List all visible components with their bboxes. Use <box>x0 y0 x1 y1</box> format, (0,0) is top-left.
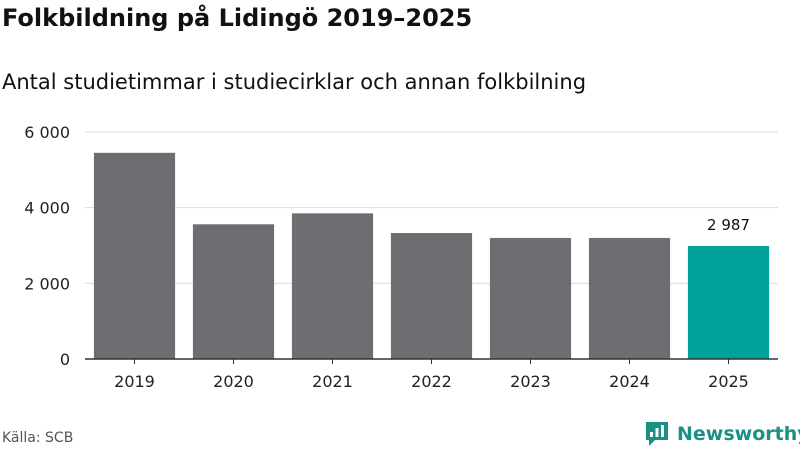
brand-logo: Newsworthy <box>644 420 800 448</box>
x-tick-label: 2024 <box>609 372 650 391</box>
x-tick-label: 2023 <box>510 372 551 391</box>
bar-2023 <box>489 237 572 359</box>
data-label: 2 987 <box>707 216 750 234</box>
bar-2019 <box>93 152 176 359</box>
bar-2021 <box>291 213 374 359</box>
newsworthy-logo-icon <box>646 422 668 446</box>
x-tick-label: 2021 <box>312 372 353 391</box>
bar-chart: 0 2 000 4 000 6 000 2019 2020 2021 2022 2023 202… <box>24 123 778 391</box>
brand-name: Newsworthy <box>677 423 800 445</box>
source-note: Källa: SCB <box>2 430 74 446</box>
chart-subtitle: Antal studietimmar i studiecirklar och a… <box>2 70 587 94</box>
bar-2022 <box>390 233 473 359</box>
x-axis-ticks: 2019 2020 2021 2022 2023 2024 2025 <box>85 358 778 391</box>
y-tick-label: 6 000 <box>24 123 70 142</box>
y-tick-label: 4 000 <box>24 199 70 218</box>
x-tick-label: 2022 <box>411 372 452 391</box>
data-labels: 2 987 <box>707 216 750 234</box>
bar-2024 <box>588 237 671 359</box>
x-tick-label: 2019 <box>114 372 155 391</box>
bar-2025 <box>687 245 770 359</box>
x-tick-label: 2025 <box>708 372 749 391</box>
bars <box>93 152 770 359</box>
y-tick-label: 2 000 <box>24 274 70 293</box>
y-tick-label: 0 <box>60 350 70 369</box>
x-tick-label: 2020 <box>213 372 254 391</box>
y-axis-ticks: 0 2 000 4 000 6 000 <box>24 123 70 369</box>
chart-title: Folkbildning på Lidingö 2019–2025 <box>2 4 473 32</box>
bar-2020 <box>192 224 275 359</box>
